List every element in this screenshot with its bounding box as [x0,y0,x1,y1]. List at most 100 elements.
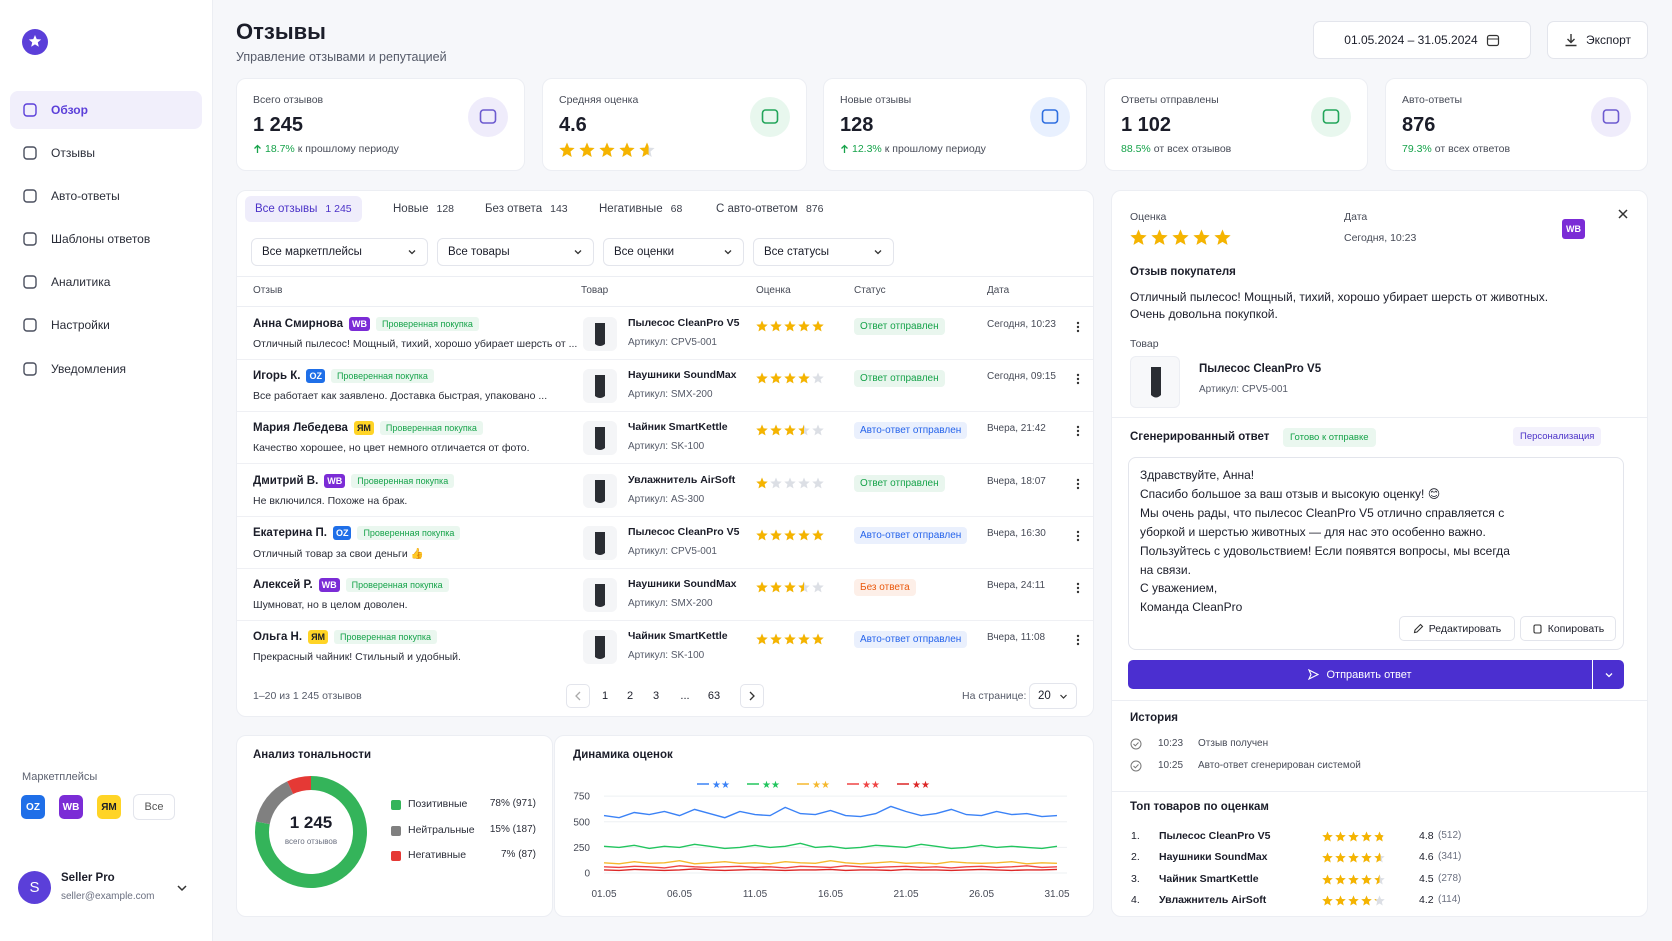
verified-badge: Проверенная покупка [334,630,437,645]
x-tick-label: 31.05 [1044,889,1069,900]
sidebar: Обзор Отзывы Авто-ответы Шаблоны ответов Ана… [0,0,213,941]
tab[interactable]: Все отзывы 1 245 [245,196,362,222]
star [619,142,635,157]
star [756,372,768,384]
nav-item[interactable]: Шаблоны ответов [10,220,202,258]
legend-label: ★★ [912,780,930,791]
nav-item[interactable]: Уведомления [10,350,202,388]
star [798,372,810,384]
star-empty [812,424,824,436]
y-tick-label: 0 [584,869,590,880]
product-name: Наушники SoundMax [628,369,737,382]
review-row[interactable]: Екатерина П. OZ Проверенная покупка Отличны… [237,517,1093,569]
send-button[interactable]: Отправить ответ [1128,660,1592,689]
product-thumb [1130,356,1180,408]
kpi-icon [1041,109,1059,124]
page-button[interactable]: 63 [707,690,721,702]
filter-select[interactable]: Все маркетплейсы [251,238,428,266]
marketplace-filter[interactable]: ЯМ [97,795,121,819]
chart-title: Динамика оценок [573,749,673,761]
nav-item[interactable]: Авто-ответы [10,177,202,215]
copy-button[interactable]: Копировать [1520,616,1616,641]
nav-item[interactable]: Настройки [10,306,202,344]
page-button[interactable]: ... [680,690,690,702]
tab[interactable]: Без ответа 143 [475,196,578,222]
ready-badge: Готово к отправке [1283,428,1376,447]
verified-badge: Проверенная покупка [345,578,449,592]
page-button[interactable]: 3 [652,690,660,702]
review-row[interactable]: Анна Смирнова WB Проверенная покупка Отличн… [237,308,1093,360]
page-prev[interactable] [566,684,590,708]
chevron [177,885,187,892]
marketplace-badge: ЯМ [308,630,329,645]
star [1335,852,1346,863]
kpi-icon-bg [1591,97,1631,137]
thumb-shape [595,584,605,607]
legend-value: 78% (971) [489,798,536,809]
top-product-name: Наушники SoundMax [1159,851,1268,864]
product-thumb [583,369,617,404]
kpi-label: Ответы отправлены [1121,94,1219,106]
filter-select[interactable]: Все товары [437,238,594,266]
tab[interactable]: С авто-ответом 876 [706,196,834,222]
review-row[interactable]: Мария Лебедева ЯМ Проверенная покупка Качес… [237,412,1093,465]
icon [177,885,187,892]
product-name: Чайник SmartKettle [628,421,728,434]
icon [468,97,508,137]
menu-dot [1076,325,1080,329]
pagination-summary: 1–20 из 1 245 отзывов [253,690,362,702]
icon [1605,672,1612,677]
nav-label: Авто-ответы [51,189,120,203]
per-page-select[interactable]: 20 [1029,683,1077,709]
export-button[interactable]: Экспорт [1547,21,1648,59]
tab[interactable]: Негативные 68 [589,196,692,222]
review-text: Не включился. Похоже на брак. [253,494,408,507]
date-range[interactable]: 01.05.2024 – 31.05.2024 [1313,21,1531,59]
edit-button[interactable]: Редактировать [1399,616,1515,641]
chevron [874,250,882,255]
review-row[interactable]: Игорь К. OZ Проверенная покупка Все работае… [237,360,1093,413]
page-button[interactable]: 2 [626,690,634,702]
nav-icon [23,232,37,246]
review-row[interactable]: Дмитрий В. WB Проверенная покупка Не включи… [237,465,1093,517]
icon [254,144,261,153]
tab[interactable]: Новые 128 [383,196,464,222]
nav-item[interactable]: Обзор [10,91,202,129]
marketplace-all[interactable]: Все [133,794,175,820]
x-tick-label: 26.05 [969,889,994,900]
marketplace-filter[interactable]: OZ [21,795,45,819]
top-product-count: (114) [1438,893,1461,905]
send-dropdown[interactable] [1593,660,1624,689]
review-row[interactable]: Ольга Н. ЯМ Проверенная покупка Прекрасный … [237,621,1093,673]
star-empty [812,372,824,384]
page-button[interactable]: 1 [601,690,609,702]
check [1133,742,1139,747]
review-head: Екатерина П. OZ Проверенная покупка [253,525,461,540]
nav-item[interactable]: Аналитика [10,263,202,301]
section-title: Сгенерированный ответ [1130,431,1270,443]
arrow-up [841,144,848,153]
product-name: Увлажнитель AirSoft [628,473,736,486]
tab-count: 876 [805,203,824,215]
personalize[interactable]: Персонализация [1513,427,1602,446]
marketplace-badge: WB [324,473,346,488]
marketplace-filter[interactable]: WB [59,795,83,819]
star [812,320,824,332]
review-date: Вчера, 18:07 [987,475,1046,487]
send [1308,669,1320,680]
top-product-name: Пылесос CleanPro V5 [1159,830,1271,842]
menu-dot [1076,381,1080,385]
review-date: Вчера, 21:42 [987,423,1046,435]
page-next[interactable] [740,684,764,708]
review-row[interactable]: Алексей Р. WB Проверенная покупка Шумноват,… [237,569,1093,621]
divider [1112,417,1647,418]
star [1374,852,1381,863]
donut-segment [255,781,294,825]
nav-item[interactable]: Отзывы [10,134,202,172]
x-tick-label: 11.05 [743,889,768,900]
menu-dot [1076,434,1080,437]
history-time: 10:23 [1158,738,1184,749]
menu-dot [1076,638,1080,642]
filter-select[interactable]: Все статусы [753,238,894,266]
filter-select[interactable]: Все оценки [603,238,744,266]
